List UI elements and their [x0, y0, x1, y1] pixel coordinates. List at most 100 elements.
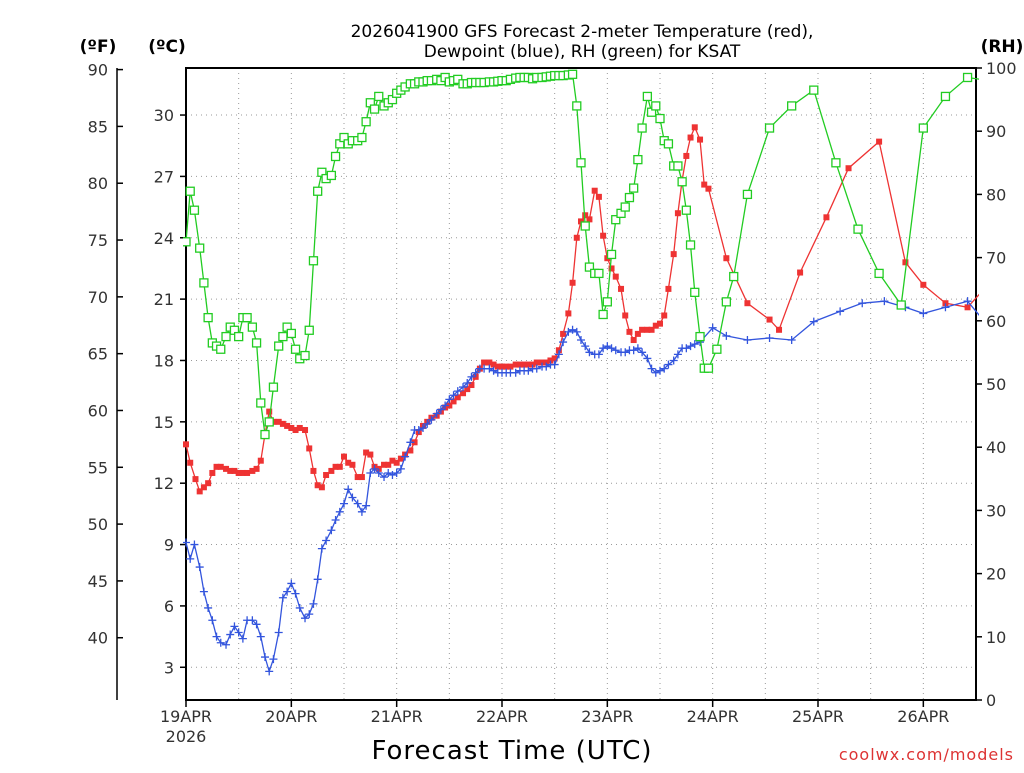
x-tick-label: 25APR [792, 707, 844, 726]
temperature-point [494, 363, 501, 370]
rh-point [313, 186, 323, 196]
dewpoint-point [309, 599, 318, 608]
rh-point [611, 215, 621, 225]
rh-point [896, 300, 906, 310]
temperature-point [626, 328, 633, 335]
temperature-point [328, 467, 335, 474]
dewpoint-point [212, 632, 221, 641]
dewpoint-point [226, 630, 235, 639]
rh-point [576, 158, 586, 168]
dewpoint-point [238, 634, 247, 643]
celsius-tick-label: 15 [154, 413, 174, 432]
x-tick-label: 20APR [265, 707, 317, 726]
temperature-point [565, 310, 572, 317]
temperature-point [209, 469, 216, 476]
fahrenheit-tick-label: 50 [88, 515, 108, 534]
rh-point [286, 328, 296, 339]
dewpoint-point [722, 331, 731, 340]
temperature-point [687, 134, 694, 141]
x-axis-label: Forecast Time (UTC) [371, 736, 652, 766]
rh-point [203, 312, 213, 323]
temperature-point [460, 390, 467, 397]
rh-point [580, 221, 590, 231]
rh-point [712, 344, 722, 354]
dewpoint-point [643, 354, 652, 363]
dewpoint-point [550, 360, 559, 369]
rh-point [264, 417, 274, 427]
dewpoint-point [651, 368, 660, 377]
dewpoint-point [331, 516, 340, 525]
temperature-point [691, 124, 698, 131]
dewpoint-point [669, 356, 678, 365]
temperature-point [591, 187, 598, 194]
chart-title-line2: Dewpoint (blue), RH (green) for KSAT [424, 42, 741, 62]
temperature-point [797, 269, 804, 276]
dewpoint-point [423, 419, 432, 428]
dewpoint-point [581, 342, 590, 351]
temperature-point [239, 469, 246, 476]
dewpoint-point [611, 346, 620, 355]
dewpoint-point [432, 409, 441, 418]
dewpoint-point [660, 364, 669, 373]
temperature-point [766, 316, 773, 323]
rh-point [918, 123, 928, 133]
x-tick-label: 23APR [581, 707, 633, 726]
rh-point [642, 91, 653, 102]
temperature-point [600, 232, 607, 239]
dewpoint-point [190, 540, 199, 549]
dewpoint-point [216, 638, 225, 647]
rh-tick-label: 0 [986, 691, 996, 710]
fahrenheit-tick-label: 65 [88, 345, 108, 364]
celsius-tick-label: 27 [154, 167, 174, 186]
dewpoint-point [809, 317, 818, 326]
temperature-point [349, 461, 356, 468]
temperature-point [744, 300, 751, 307]
dewpoint-point [278, 593, 287, 602]
temperature-point [525, 361, 532, 368]
rh-line [185, 73, 979, 435]
fahrenheit-tick-label: 85 [88, 117, 108, 136]
dewpoint-point [195, 563, 204, 572]
dewpoint-point [230, 622, 239, 631]
dewpoint-point [459, 383, 468, 392]
dewpoint-point [765, 333, 774, 342]
dewpoint-point [524, 366, 533, 375]
temperature-point [200, 484, 207, 491]
rh-point [685, 240, 696, 250]
temperature-point [472, 373, 479, 380]
temperature-point [275, 418, 282, 425]
temperature-point [196, 488, 203, 495]
rh-tick-label: 30 [986, 501, 1006, 520]
temperature-point [249, 467, 256, 474]
rh-point [602, 297, 612, 307]
temperature-point [533, 359, 540, 366]
temperature-point [539, 359, 546, 366]
rh-point [189, 205, 200, 215]
rh-point [655, 113, 665, 124]
temperature-point [393, 459, 400, 466]
fahrenheit-tick-label: 90 [88, 61, 108, 80]
temperature-point [345, 459, 352, 466]
dewpoint-point [291, 589, 300, 598]
dewpoint-point [252, 620, 261, 629]
rh-point [357, 132, 367, 143]
rh-point [308, 256, 319, 266]
rh-point [326, 170, 337, 181]
x-tick-label: 26APR [897, 707, 949, 726]
rh-point [247, 322, 258, 332]
dewpoint-point [353, 499, 362, 508]
rh-axis-unit: (RH) [981, 37, 1024, 57]
temperature-point [644, 326, 651, 333]
temperature-point [358, 474, 365, 481]
temperature-point [257, 457, 264, 464]
temperature-point [560, 330, 567, 337]
temperature-point [381, 461, 388, 468]
rh-point [629, 183, 639, 193]
rh-point [330, 151, 341, 162]
temperature-point [529, 361, 536, 368]
dewpoint-point [208, 616, 217, 625]
temperature-point [310, 467, 317, 474]
dewpoint-point [449, 391, 458, 400]
rh-point [374, 91, 384, 102]
